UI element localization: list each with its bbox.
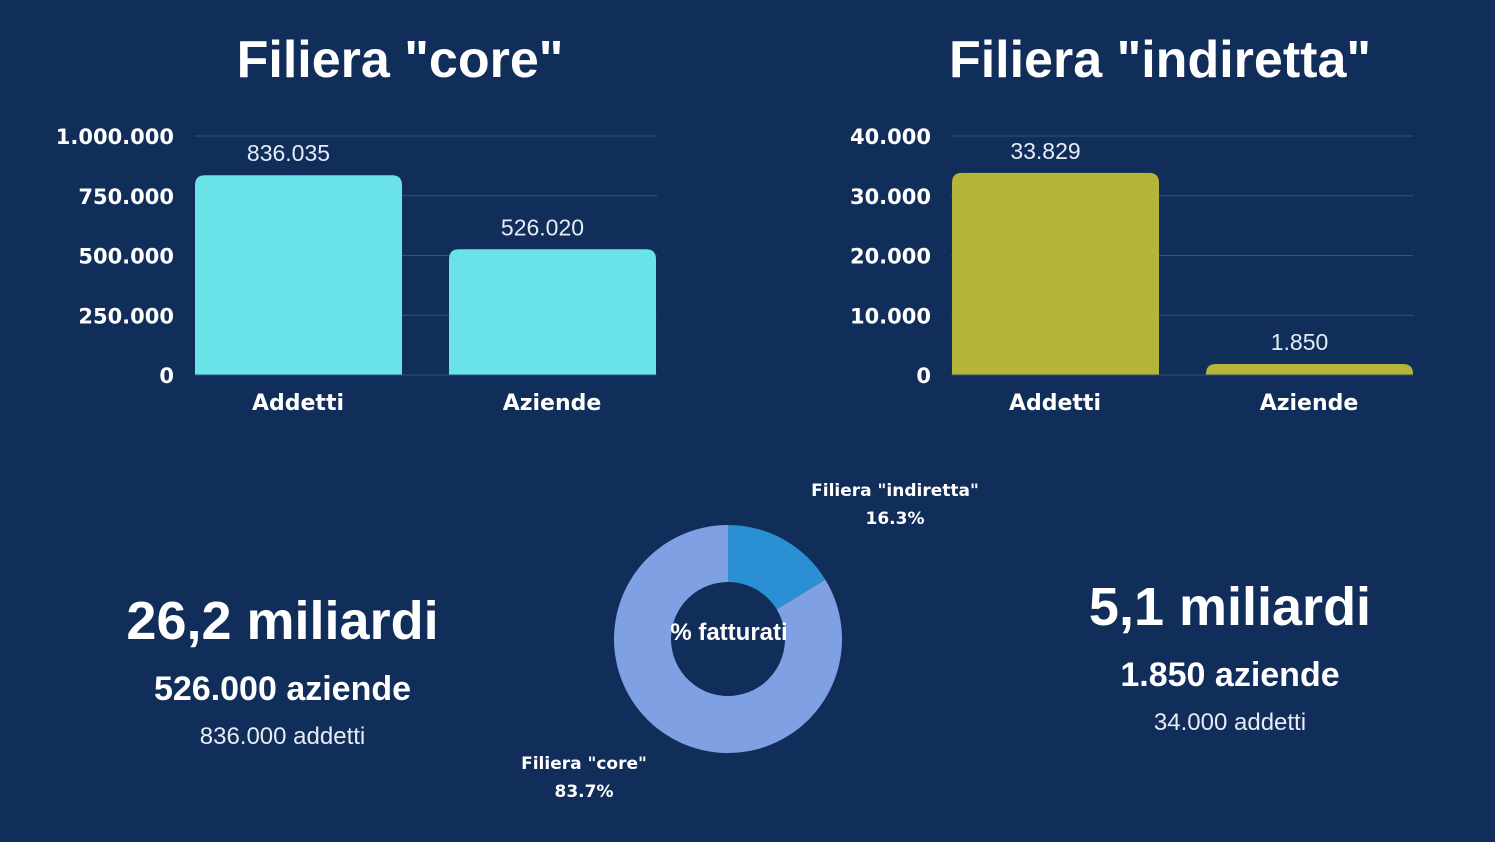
chart-title-indiretta: Filiera "indiretta": [948, 31, 1372, 89]
stat-core-fatturato: 26,2 miliardi: [126, 591, 439, 651]
bar-aziende: [449, 249, 656, 375]
donut-slice: [614, 525, 842, 753]
stat-indiretta-addetti: 34.000 addetti: [1153, 709, 1307, 736]
stat-block-indiretta: 5,1 miliardi 1.850 aziende 34.000 addett…: [1030, 576, 1430, 737]
stat-indiretta-fatturato: 5,1 miliardi: [1088, 577, 1372, 637]
y-tick-label: 500.000: [78, 245, 174, 269]
slice-label-value: 83.7%: [555, 782, 614, 802]
data-label: 1.850: [1271, 329, 1329, 355]
bar-addetti: [195, 175, 402, 375]
data-label: 33.829: [1010, 138, 1080, 164]
y-tick-label: 40.000: [850, 125, 931, 149]
y-tick-label: 0: [916, 364, 931, 388]
stat-core-aziende: 526.000 aziende: [153, 670, 412, 708]
y-tick-label: 250.000: [78, 304, 174, 328]
chart-title-core: Filiera "core": [236, 31, 564, 89]
y-tick-label: 30.000: [850, 185, 931, 209]
y-tick-label: 20.000: [850, 245, 931, 269]
stat-block-core: 26,2 miliardi 526.000 aziende 836.000 ad…: [80, 590, 485, 751]
x-tick-label: Addetti: [1009, 391, 1101, 416]
slice-label-name: Filiera "indiretta": [811, 481, 979, 501]
y-tick-label: 0: [159, 364, 174, 388]
x-tick-label: Aziende: [1260, 391, 1359, 416]
stat-core-addetti: 836.000 addetti: [199, 723, 366, 750]
y-tick-label: 750.000: [78, 185, 174, 209]
bar-addetti: [952, 172, 1159, 375]
y-tick-label: 1.000.000: [56, 125, 174, 149]
stat-indiretta-aziende: 1.850 aziende: [1120, 656, 1340, 694]
slice-label-name: Filiera "core": [521, 754, 647, 774]
donut-slice: [728, 525, 826, 610]
donut-center-label: % fatturati: [670, 619, 787, 646]
slice-label-value: 16.3%: [866, 509, 925, 529]
data-label: 836.035: [247, 140, 330, 166]
x-tick-label: Addetti: [252, 391, 344, 416]
y-tick-label: 10.000: [850, 304, 931, 328]
bar-aziende: [1206, 363, 1413, 375]
x-tick-label: Aziende: [503, 391, 602, 416]
data-label: 526.020: [501, 214, 584, 240]
